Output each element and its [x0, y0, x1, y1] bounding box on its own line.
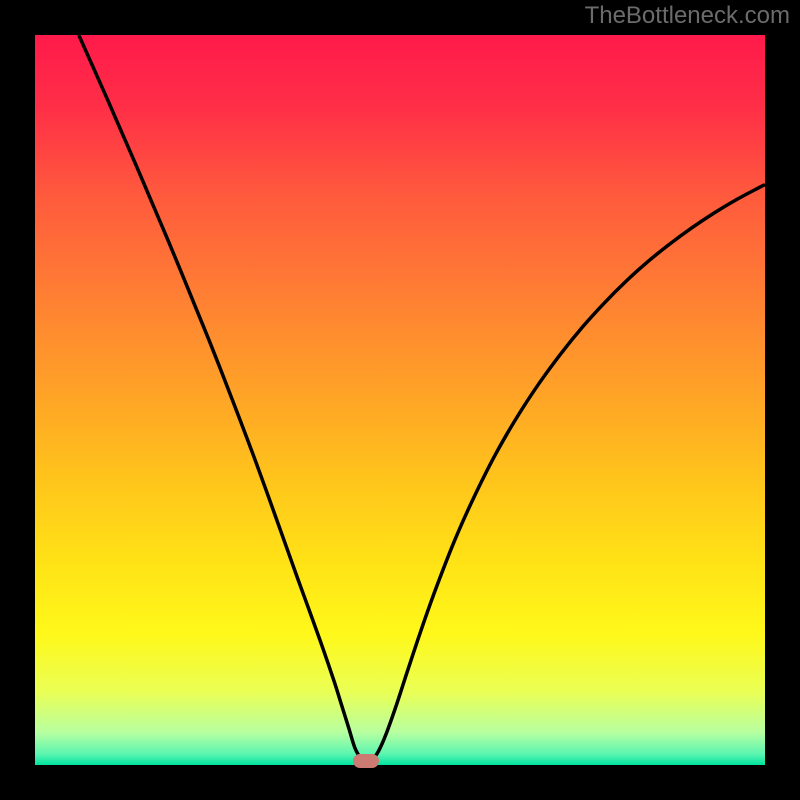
optimum-marker: [353, 754, 379, 768]
plot-area: [35, 35, 765, 765]
chart-container: TheBottleneck.com: [0, 0, 800, 800]
bottleneck-curve: [79, 35, 765, 761]
curve-svg: [35, 35, 765, 765]
watermark-text: TheBottleneck.com: [0, 0, 800, 30]
